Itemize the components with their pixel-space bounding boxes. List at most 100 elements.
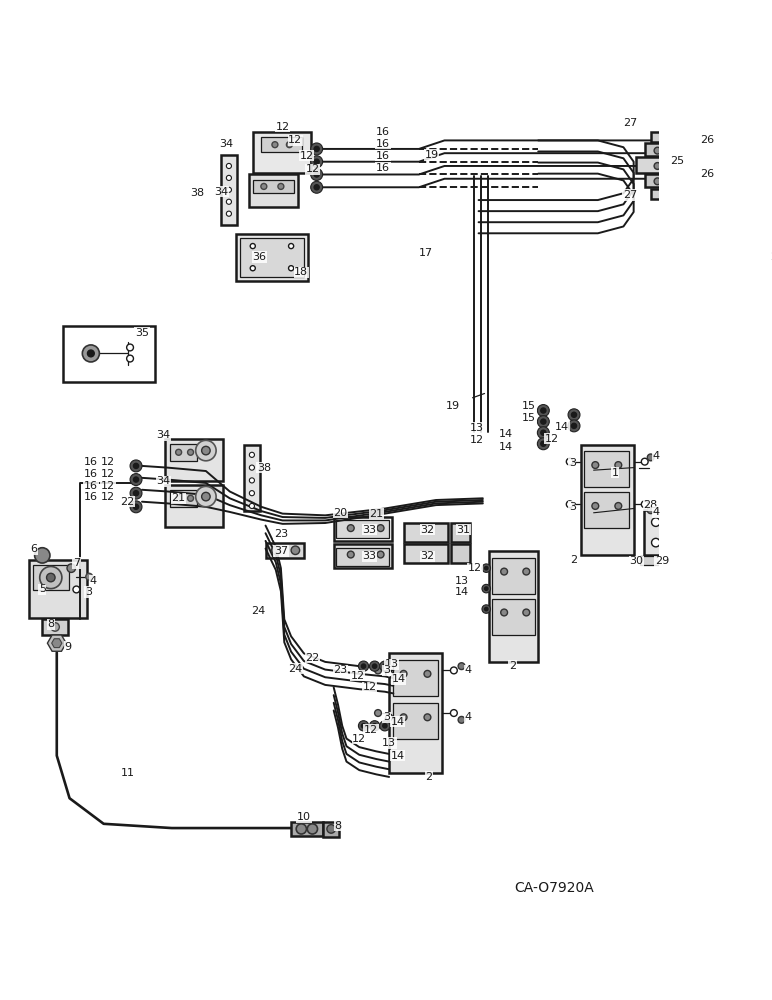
Bar [584, 492, 628, 528]
Text: 34: 34 [214, 187, 229, 197]
Text: 27: 27 [623, 190, 638, 200]
Text: 3: 3 [85, 587, 92, 597]
Text: 23: 23 [274, 529, 288, 539]
Circle shape [567, 458, 573, 465]
Circle shape [226, 175, 232, 180]
Circle shape [372, 664, 377, 668]
Text: 35: 35 [135, 328, 149, 338]
Circle shape [130, 501, 142, 513]
Circle shape [226, 187, 232, 192]
Text: 32: 32 [421, 551, 435, 561]
Bar [222, 155, 236, 225]
Circle shape [176, 495, 181, 501]
Bar [244, 445, 259, 511]
Bar [33, 565, 69, 590]
Circle shape [130, 487, 142, 499]
Circle shape [291, 546, 300, 555]
Circle shape [51, 623, 59, 631]
Circle shape [272, 142, 278, 148]
Text: 12: 12 [545, 434, 559, 444]
Bar [252, 132, 310, 173]
Text: 15: 15 [522, 401, 536, 411]
Bar [644, 510, 688, 555]
Text: 1: 1 [611, 468, 618, 478]
Text: 10: 10 [297, 812, 311, 822]
Circle shape [188, 495, 194, 501]
Circle shape [378, 525, 384, 532]
Circle shape [374, 710, 381, 716]
Text: 12: 12 [101, 492, 115, 502]
Bar [645, 143, 698, 156]
Circle shape [652, 538, 660, 547]
Polygon shape [52, 639, 62, 648]
Polygon shape [47, 635, 66, 651]
Circle shape [289, 244, 293, 249]
Text: 21: 21 [171, 493, 186, 503]
Circle shape [278, 183, 284, 189]
Circle shape [310, 181, 323, 193]
Text: 8: 8 [47, 619, 54, 629]
Circle shape [686, 178, 693, 185]
Bar [493, 558, 535, 594]
Text: 2: 2 [571, 555, 577, 565]
Circle shape [380, 661, 390, 671]
Circle shape [592, 462, 599, 468]
Circle shape [537, 438, 550, 450]
Bar [452, 523, 470, 542]
Text: 32: 32 [421, 525, 435, 535]
Bar [489, 551, 538, 662]
Circle shape [540, 441, 546, 446]
Circle shape [642, 458, 648, 465]
Bar [584, 451, 628, 487]
Circle shape [383, 664, 387, 668]
Text: 12: 12 [352, 734, 367, 744]
Text: 13: 13 [382, 738, 396, 748]
Circle shape [201, 492, 210, 501]
Circle shape [674, 538, 682, 547]
Circle shape [485, 607, 488, 611]
Bar [323, 822, 339, 837]
Circle shape [482, 564, 490, 572]
Bar [645, 174, 698, 187]
Circle shape [523, 568, 530, 575]
Text: 31: 31 [456, 525, 470, 535]
Circle shape [458, 663, 465, 670]
Bar [334, 544, 391, 568]
Circle shape [501, 568, 507, 575]
Text: 36: 36 [252, 252, 266, 262]
Circle shape [314, 159, 320, 164]
Text: 12: 12 [101, 457, 115, 467]
Circle shape [647, 507, 654, 514]
Text: 16: 16 [84, 469, 98, 479]
Text: 7: 7 [73, 558, 80, 568]
Circle shape [310, 143, 323, 155]
Text: 12: 12 [276, 122, 290, 132]
Text: 19: 19 [446, 401, 460, 411]
Circle shape [310, 156, 323, 168]
Circle shape [654, 178, 661, 185]
Circle shape [286, 142, 293, 148]
Circle shape [130, 474, 142, 486]
Text: 13: 13 [384, 659, 398, 669]
Circle shape [195, 486, 216, 507]
Circle shape [314, 185, 320, 190]
Circle shape [540, 430, 546, 435]
Text: 3: 3 [569, 458, 576, 468]
Circle shape [361, 724, 366, 728]
Circle shape [386, 670, 392, 677]
Circle shape [249, 478, 255, 483]
Bar [641, 556, 692, 565]
Circle shape [450, 667, 457, 674]
Text: 12: 12 [350, 671, 364, 681]
Circle shape [201, 446, 210, 455]
Text: 14: 14 [391, 717, 405, 727]
Circle shape [485, 587, 488, 590]
Text: 3: 3 [383, 712, 390, 722]
Bar [651, 189, 695, 199]
Circle shape [378, 551, 384, 558]
Circle shape [424, 714, 431, 721]
Text: 38: 38 [257, 463, 271, 473]
Bar [337, 520, 389, 538]
Text: 22: 22 [120, 497, 134, 507]
Circle shape [272, 546, 280, 555]
